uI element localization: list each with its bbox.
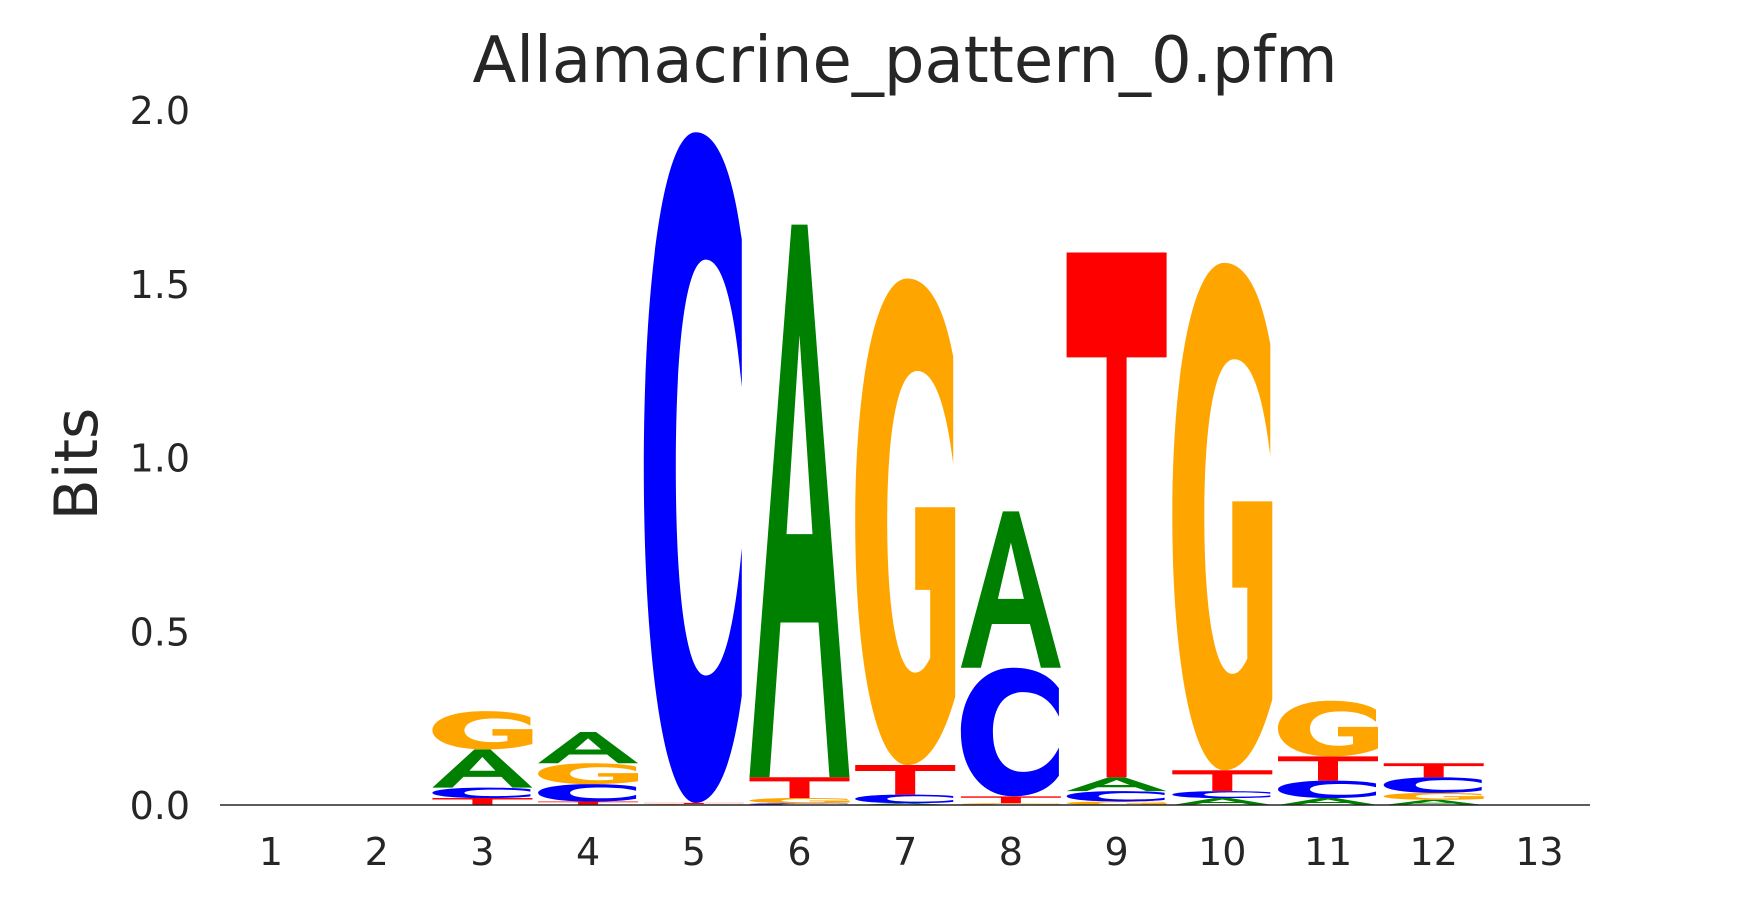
logo-letter-C-pos-5 bbox=[643, 132, 742, 803]
x-tick-label: 12 bbox=[1410, 830, 1458, 874]
logo-letter-T-pos-9 bbox=[1066, 252, 1167, 778]
logo-letter-G-pos-9 bbox=[1066, 801, 1167, 805]
x-tick-label: 4 bbox=[576, 830, 600, 874]
x-tick-label: 5 bbox=[682, 830, 706, 874]
logo-letter-T-pos-4 bbox=[538, 801, 639, 805]
logo-letter-T-pos-6 bbox=[749, 777, 850, 799]
x-tick-label: 9 bbox=[1105, 830, 1129, 874]
logo-letter-G-pos-11 bbox=[1278, 700, 1378, 757]
logo-letter-A-pos-11 bbox=[1278, 798, 1378, 805]
chart-title: Allamacrine_pattern_0.pfm bbox=[472, 24, 1337, 98]
x-tick-label: 8 bbox=[999, 830, 1023, 874]
logo-letter-T-pos-8 bbox=[960, 796, 1061, 804]
logo-letter-T-pos-3 bbox=[432, 798, 533, 805]
logo-letter-G-pos-6 bbox=[749, 798, 850, 804]
x-tick-label: 2 bbox=[365, 830, 389, 874]
y-axis-ticks: 0.0 0.5 1.0 1.5 2.0 bbox=[130, 89, 190, 828]
x-tick-label: 1 bbox=[259, 830, 283, 874]
logo-letter-A-pos-8 bbox=[960, 511, 1061, 668]
x-tick-label: 11 bbox=[1304, 830, 1352, 874]
logo-letter-C-pos-3 bbox=[432, 787, 531, 799]
x-tick-label: 13 bbox=[1515, 830, 1563, 874]
logo-letter-C-pos-12 bbox=[1383, 777, 1482, 793]
y-tick-label: 1.5 bbox=[130, 263, 190, 307]
logo-letter-T-pos-11 bbox=[1278, 756, 1378, 781]
x-axis-ticks: 1 2 3 4 5 6 7 8 9 10 11 12 13 bbox=[259, 830, 1564, 874]
logo-letter-G-pos-10 bbox=[1172, 262, 1273, 771]
logo-letter-C-pos-9 bbox=[1066, 791, 1165, 802]
logo-letter-G-pos-7 bbox=[855, 278, 956, 766]
logo-letter-C-pos-11 bbox=[1278, 780, 1376, 799]
logo-letter-T-pos-10 bbox=[1172, 770, 1273, 792]
logo-letter-C-pos-7 bbox=[855, 794, 954, 804]
y-tick-label: 0.0 bbox=[130, 784, 190, 828]
logo-letter-T-pos-12 bbox=[1383, 763, 1484, 778]
logo-letter-A-pos-6 bbox=[749, 224, 850, 778]
logo-letter-T-pos-5 bbox=[643, 802, 744, 804]
x-tick-label: 7 bbox=[893, 830, 917, 874]
logo-letter-C-pos-8 bbox=[960, 667, 1059, 797]
x-tick-label: 3 bbox=[470, 830, 494, 874]
logo-letter-G-pos-4 bbox=[538, 763, 639, 785]
y-tick-label: 1.0 bbox=[130, 437, 190, 481]
y-axis-label: Bits bbox=[42, 408, 112, 521]
logo-letter-A-pos-9 bbox=[1066, 777, 1167, 792]
y-tick-label: 0.5 bbox=[130, 610, 190, 654]
logo-letters bbox=[432, 132, 1484, 805]
y-tick-label: 2.0 bbox=[130, 89, 190, 133]
logo-letter-G-pos-12 bbox=[1383, 792, 1484, 800]
x-tick-label: 6 bbox=[787, 830, 811, 874]
logo-letter-A-pos-4 bbox=[538, 732, 639, 764]
x-tick-label: 10 bbox=[1198, 830, 1246, 874]
logo-letter-C-pos-4 bbox=[538, 784, 637, 802]
logo-letter-A-pos-3 bbox=[432, 749, 533, 788]
logo-letter-A-pos-12 bbox=[1383, 799, 1484, 805]
logo-letter-G-pos-3 bbox=[432, 711, 533, 750]
logo-letter-T-pos-7 bbox=[855, 765, 956, 795]
logo-letter-C-pos-10 bbox=[1172, 791, 1271, 799]
logo-letter-A-pos-10 bbox=[1172, 798, 1273, 805]
